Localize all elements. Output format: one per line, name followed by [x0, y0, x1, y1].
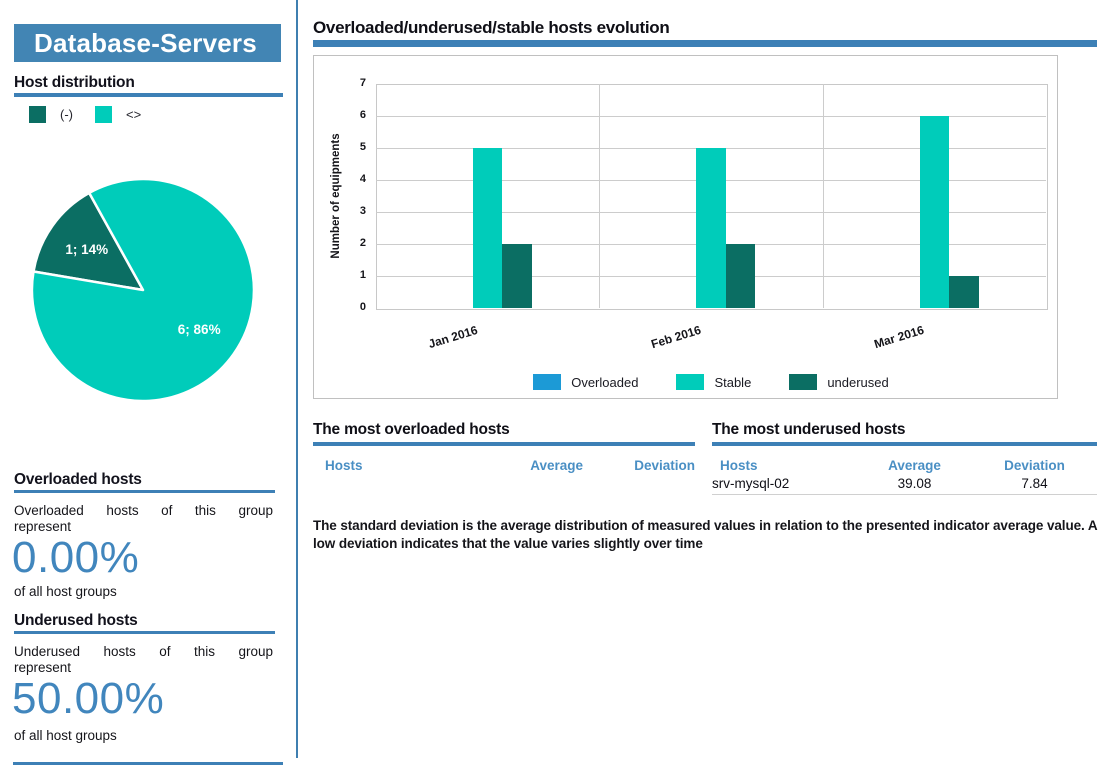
cell-deviation: 7.84 — [1021, 476, 1048, 491]
column-header-hosts: Hosts — [325, 458, 363, 473]
bar-stable — [472, 148, 503, 308]
y-axis-tick-label: 6 — [359, 109, 366, 121]
sidebar-bottom-line — [13, 762, 283, 765]
table-header-row: Hosts Average Deviation — [712, 458, 1097, 473]
bar-stable — [919, 116, 950, 308]
h-gridline — [376, 116, 1046, 117]
most-overloaded-hosts-table: The most overloaded hosts Hosts Average … — [313, 421, 695, 473]
y-axis-tick-label: 3 — [359, 205, 366, 217]
column-header-deviation: Deviation — [634, 458, 695, 473]
overloaded-hosts-heading: Overloaded hosts — [14, 471, 142, 488]
underused-text-line1: Underused hosts of this group — [14, 644, 273, 659]
bar-stable — [696, 148, 726, 308]
y-axis-tick-label: 4 — [359, 173, 366, 185]
vertical-divider — [296, 0, 298, 758]
x-axis-category-label: Feb 2016 — [649, 322, 703, 352]
column-header-deviation: Deviation — [1004, 458, 1065, 473]
heading-underline — [313, 442, 695, 446]
heading-underline — [313, 40, 1097, 47]
table-row: srv-mysql-02 39.08 7.84 — [712, 476, 1097, 495]
table-header-row: Hosts Average Deviation — [313, 458, 695, 473]
pie-data-label: 6; 86% — [178, 322, 221, 337]
overloaded-text-line1: Overloaded hosts of this group — [14, 503, 273, 518]
overloaded-hosts-text: Overloaded hosts of this group represent — [14, 503, 273, 536]
y-axis-tick-label: 1 — [359, 269, 366, 281]
heading-underline — [14, 631, 275, 634]
overloaded-text-line2: represent — [14, 519, 72, 535]
underused-suffix: of all host groups — [14, 728, 117, 743]
host-distribution-heading: Host distribution — [14, 74, 135, 91]
plot-area — [376, 84, 1048, 310]
hosts-evolution-bar-chart: 0 1 2 3 4 5 6 7 Number of equipments Jan 2016 Feb … — [313, 55, 1058, 399]
pie-legend-label: <> — [126, 107, 142, 122]
overloaded-table-heading: The most overloaded hosts — [313, 421, 510, 438]
underused-hosts-heading: Underused hosts — [14, 612, 138, 629]
v-gridline — [822, 84, 824, 308]
pie-legend-label: (-) — [60, 107, 73, 122]
legend-label: underused — [827, 374, 889, 390]
underused-percentage-value: 50.00% — [12, 674, 165, 723]
legend-swatch — [533, 374, 562, 390]
bar-underused — [949, 276, 979, 308]
overloaded-suffix: of all host groups — [14, 584, 117, 599]
cell-average: 39.08 — [897, 476, 932, 491]
legend-label: Stable — [714, 374, 752, 390]
host-distribution-pie-chart: 1; 14% 6; 86% — [30, 177, 256, 403]
bar-underused — [725, 244, 756, 308]
legend-label: Overloaded — [571, 374, 639, 390]
y-axis-tick-label: 2 — [359, 237, 366, 249]
legend-item-stable: Stable — [676, 374, 751, 390]
x-axis-category-label: Jan 2016 — [426, 322, 479, 352]
pie-legend-swatch — [95, 106, 112, 123]
pie-slice — [32, 191, 145, 292]
heading-underline — [14, 93, 283, 97]
legend-item-underused: underused — [789, 374, 889, 390]
x-axis-category-label: Mar 2016 — [872, 322, 926, 352]
bar-chart-legend: Overloaded Stable underused — [376, 374, 1046, 390]
cell-host: srv-mysql-02 — [712, 476, 790, 491]
underused-table-heading: The most underused hosts — [712, 421, 906, 438]
column-header-hosts: Hosts — [720, 458, 758, 473]
group-title: Database-Servers — [14, 24, 281, 62]
pie-slice — [30, 177, 256, 403]
v-gridline — [599, 84, 601, 308]
evolution-chart-heading: Overloaded/underused/stable hosts evolut… — [313, 18, 670, 37]
pie-legend: (-) <> — [29, 106, 163, 123]
heading-underline — [14, 490, 275, 493]
y-axis-tick-label: 0 — [359, 301, 366, 313]
y-axis-title: Number of equipments — [330, 133, 342, 259]
pie-legend-swatch — [29, 106, 46, 123]
y-axis-tick-label: 7 — [359, 77, 366, 89]
legend-swatch — [789, 374, 818, 390]
overloaded-percentage-value: 0.00% — [12, 533, 140, 582]
bar-underused — [502, 244, 532, 308]
legend-swatch — [676, 374, 705, 390]
column-header-average: Average — [888, 458, 941, 473]
most-underused-hosts-table: The most underused hosts Hosts Average D… — [712, 421, 1097, 495]
legend-item-overloaded: Overloaded — [533, 374, 638, 390]
heading-underline — [712, 442, 1097, 446]
underused-hosts-text: Underused hosts of this group represent — [14, 644, 273, 677]
pie-data-label: 1; 14% — [65, 242, 108, 257]
underused-text-line2: represent — [14, 660, 72, 676]
column-header-average: Average — [530, 458, 583, 473]
y-axis-tick-label: 5 — [359, 141, 366, 153]
deviation-description: The standard deviation is the average di… — [313, 518, 1097, 551]
